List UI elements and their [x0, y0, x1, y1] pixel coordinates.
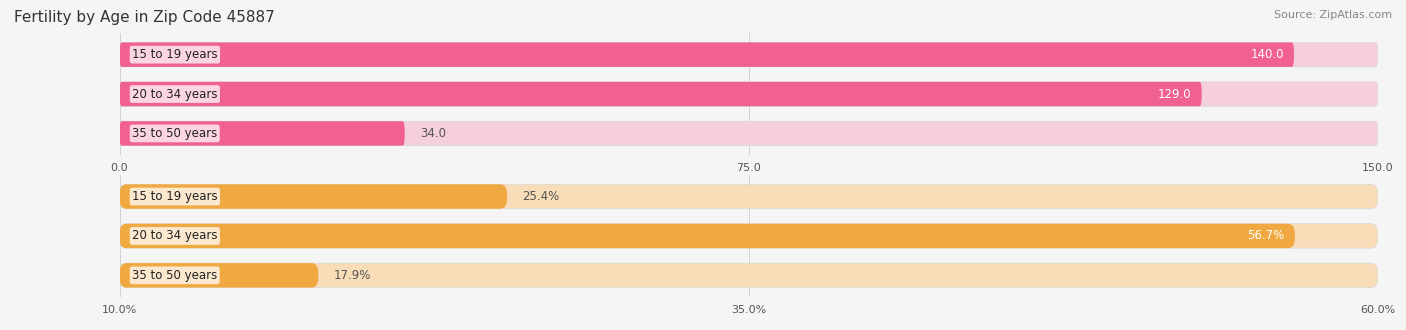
Text: 20 to 34 years: 20 to 34 years — [132, 87, 218, 101]
Text: 35 to 50 years: 35 to 50 years — [132, 127, 218, 140]
FancyBboxPatch shape — [120, 184, 508, 209]
FancyBboxPatch shape — [120, 82, 1202, 106]
Text: Source: ZipAtlas.com: Source: ZipAtlas.com — [1274, 10, 1392, 20]
FancyBboxPatch shape — [120, 82, 1378, 106]
Text: 56.7%: 56.7% — [1247, 229, 1285, 243]
Text: 35 to 50 years: 35 to 50 years — [132, 269, 218, 282]
FancyBboxPatch shape — [120, 121, 1378, 146]
Text: 129.0: 129.0 — [1159, 87, 1192, 101]
FancyBboxPatch shape — [120, 184, 1378, 209]
Text: 25.4%: 25.4% — [522, 190, 560, 203]
FancyBboxPatch shape — [120, 263, 1378, 287]
FancyBboxPatch shape — [120, 263, 318, 287]
FancyBboxPatch shape — [120, 43, 1294, 67]
Text: 17.9%: 17.9% — [333, 269, 371, 282]
FancyBboxPatch shape — [120, 224, 1378, 248]
FancyBboxPatch shape — [120, 43, 1378, 67]
FancyBboxPatch shape — [120, 224, 1295, 248]
Text: Fertility by Age in Zip Code 45887: Fertility by Age in Zip Code 45887 — [14, 10, 274, 25]
Text: 20 to 34 years: 20 to 34 years — [132, 229, 218, 243]
Text: 15 to 19 years: 15 to 19 years — [132, 48, 218, 61]
FancyBboxPatch shape — [120, 121, 405, 146]
Text: 140.0: 140.0 — [1250, 48, 1284, 61]
Text: 15 to 19 years: 15 to 19 years — [132, 190, 218, 203]
Text: 34.0: 34.0 — [420, 127, 446, 140]
